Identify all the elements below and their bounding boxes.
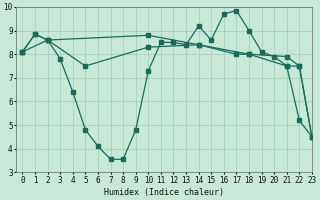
X-axis label: Humidex (Indice chaleur): Humidex (Indice chaleur) bbox=[104, 188, 224, 197]
